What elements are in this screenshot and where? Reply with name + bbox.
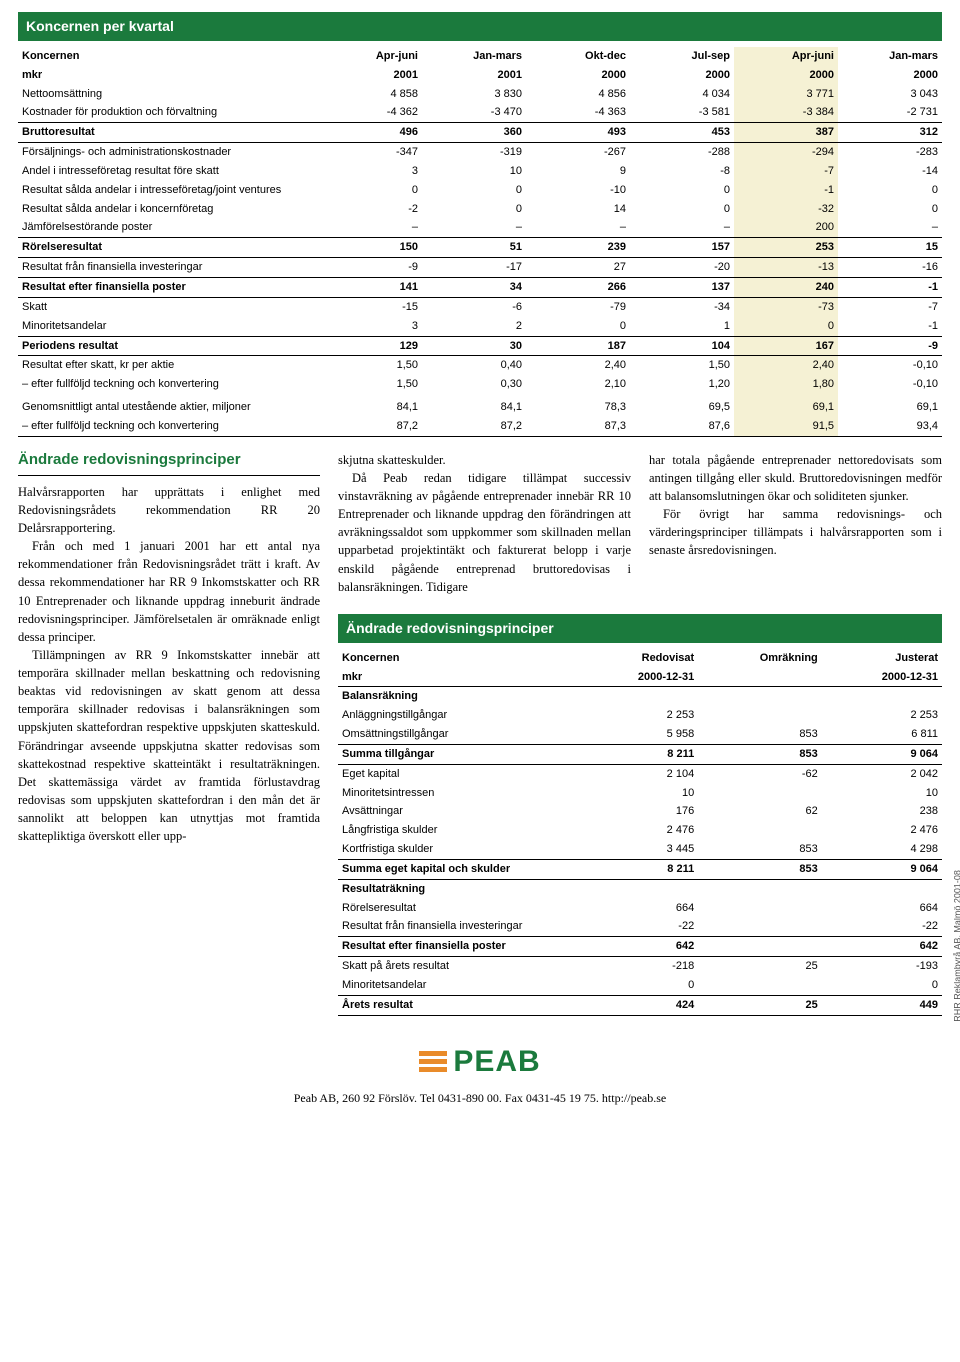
peab-logo: PEAB (419, 1042, 540, 1083)
article-p5: För övrigt har samma redovisnings- och v… (649, 505, 942, 559)
small-table-title: Ändrade redovisningsprinciper (338, 614, 942, 643)
logo-block: PEAB (18, 1042, 942, 1083)
article-p4b: har totala pågående entreprenader nettor… (649, 451, 942, 505)
article-p3: Tillämpningen av RR 9 Inkomstskatter inn… (18, 646, 320, 845)
adjustments-table: KoncernenRedovisatOmräkningJusteratmkr20… (338, 649, 942, 1016)
article-col-2: skjutna skatteskulder.Då Peab redan tidi… (338, 451, 631, 596)
article-p2: Från och med 1 januari 2001 har ett anta… (18, 537, 320, 646)
heading-rule (18, 475, 320, 476)
article-p4a: skjutna skatteskulder.Då Peab redan tidi… (338, 451, 631, 596)
side-credit: RHR Reklambyrå AB, Malmö 2001-08 (952, 870, 960, 1022)
footer-contact: Peab AB, 260 92 Förslöv. Tel 0431-890 00… (18, 1090, 942, 1106)
article-col-3: har totala pågående entreprenader nettor… (649, 451, 942, 596)
logo-text: PEAB (453, 1042, 540, 1083)
quarterly-table: KoncernenApr-juniJan-marsOkt-decJul-sepA… (18, 47, 942, 437)
main-table-title: Koncernen per kvartal (18, 12, 942, 41)
article-p1: Halvårsrapporten har upprättats i enligh… (18, 483, 320, 537)
logo-bars-icon (419, 1051, 447, 1072)
article-heading: Ändrade redovisningsprinciper (18, 451, 320, 469)
article-col-1: Ändrade redovisningsprinciper Halvårsrap… (18, 451, 320, 1016)
